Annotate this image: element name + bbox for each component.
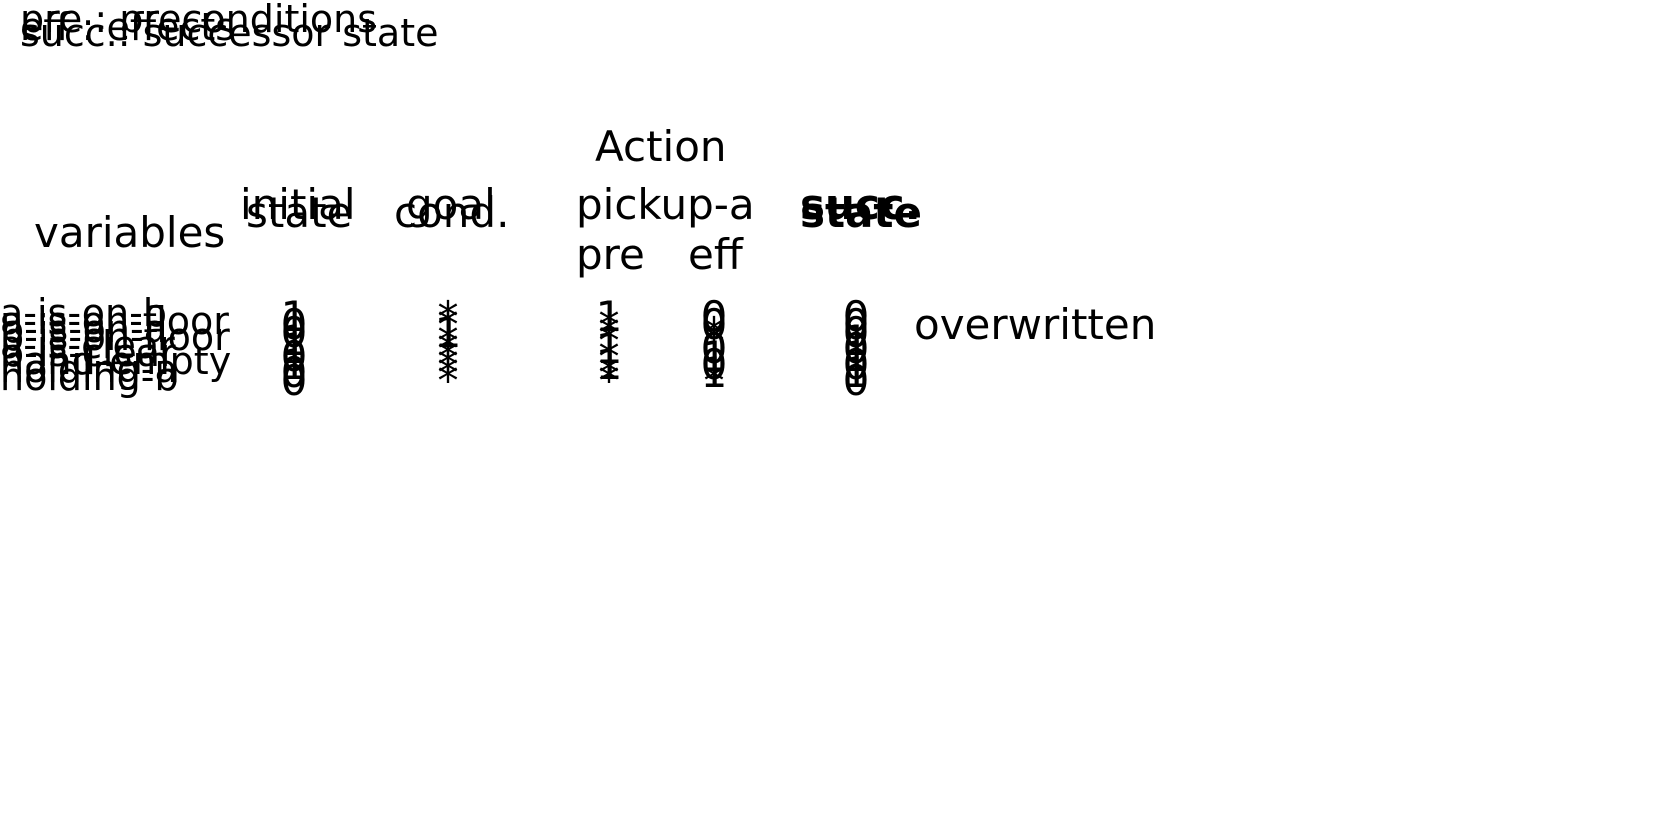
cell-succ: 0 — [842, 292, 870, 341]
cell-eff: * — [703, 356, 725, 405]
header-action: Action — [595, 122, 727, 171]
cell-succ: 0 — [842, 308, 870, 357]
header-pre: pre — [576, 230, 645, 279]
cell-succ: 0 — [842, 324, 870, 373]
cell-eff: 0 — [700, 340, 728, 389]
cell-succ: 0 — [842, 356, 870, 405]
header-succ-state: state — [800, 188, 922, 237]
cell-eff: * — [703, 308, 725, 357]
cell-succ: 0 — [842, 300, 870, 349]
row-variable-b-is-on-a: b-is-on-a — [0, 307, 167, 351]
cell-pre: * — [598, 300, 620, 349]
cell-pre: * — [598, 308, 620, 357]
cell-goal: * — [437, 292, 459, 341]
cell-pre: 1 — [595, 292, 623, 341]
cell-goal: * — [437, 300, 459, 349]
row-variable-b-is-on-floor: b-is-on-floor — [0, 315, 230, 359]
cell-pre: 1 — [595, 324, 623, 373]
header-initial: initial — [240, 180, 356, 229]
header-goal-cond: cond. — [394, 188, 510, 237]
cell-eff: 1 — [700, 348, 728, 397]
cell-eff: 1 — [700, 332, 728, 381]
cell-goal: * — [437, 356, 459, 405]
cell-initial: 1 — [280, 340, 308, 389]
header-initial-state: state — [246, 188, 353, 237]
cell-pre: * — [598, 356, 620, 405]
header-succ: succ. — [800, 180, 921, 229]
cell-goal: * — [437, 316, 459, 365]
cell-initial: 1 — [280, 316, 308, 365]
legend-successor-state: succ.: successor state — [20, 11, 439, 55]
header-goal: goal — [406, 180, 496, 229]
cell-initial: 0 — [280, 348, 308, 397]
cell-eff: 0 — [700, 292, 728, 341]
row-variable-a-is-clear: a-is-clear — [0, 323, 175, 367]
cell-initial: 0 — [280, 332, 308, 381]
annotation-overwritten: overwritten — [914, 300, 1157, 349]
cell-goal: * — [437, 348, 459, 397]
row-variable-holding-b: holding-b — [0, 355, 179, 399]
cell-succ: 1 — [842, 316, 870, 365]
row-variable-hand-empty: hand-empty — [0, 339, 232, 383]
cell-pre: * — [598, 332, 620, 381]
cell-pre: 1 — [595, 340, 623, 389]
cell-initial: 0 — [280, 356, 308, 405]
cell-eff: * — [703, 316, 725, 365]
cell-succ: 1 — [842, 332, 870, 381]
cell-initial: 0 — [280, 308, 308, 357]
cell-goal: * — [437, 324, 459, 373]
cell-pre: * — [598, 316, 620, 365]
cell-initial: 1 — [280, 324, 308, 373]
cell-succ: 1 — [842, 348, 870, 397]
cell-succ: 0 — [842, 340, 870, 389]
cell-goal: * — [437, 340, 459, 389]
header-action-name: pickup-a — [576, 180, 755, 229]
header-eff: eff — [688, 230, 743, 279]
cell-goal: 1 — [434, 308, 462, 357]
cell-initial: 0 — [280, 300, 308, 349]
row-variable-a-is-on-floor: a-is-on-floor — [0, 299, 229, 343]
header-variables: variables — [34, 208, 226, 257]
legend-preconditions: pre : preconditions — [20, 0, 378, 41]
cell-eff: 0 — [700, 300, 728, 349]
cell-pre: * — [598, 348, 620, 397]
row-variable-b-is-clear: b-is-clear — [0, 331, 176, 375]
row-variable-holding-a: holding-a — [0, 347, 178, 391]
cell-eff: 0 — [700, 324, 728, 373]
legend-effects: eff : effects — [20, 5, 236, 49]
cell-initial: 1 — [280, 292, 308, 341]
cell-goal: * — [437, 332, 459, 381]
row-variable-a-is-on-b: a-is-on-b — [0, 291, 167, 335]
